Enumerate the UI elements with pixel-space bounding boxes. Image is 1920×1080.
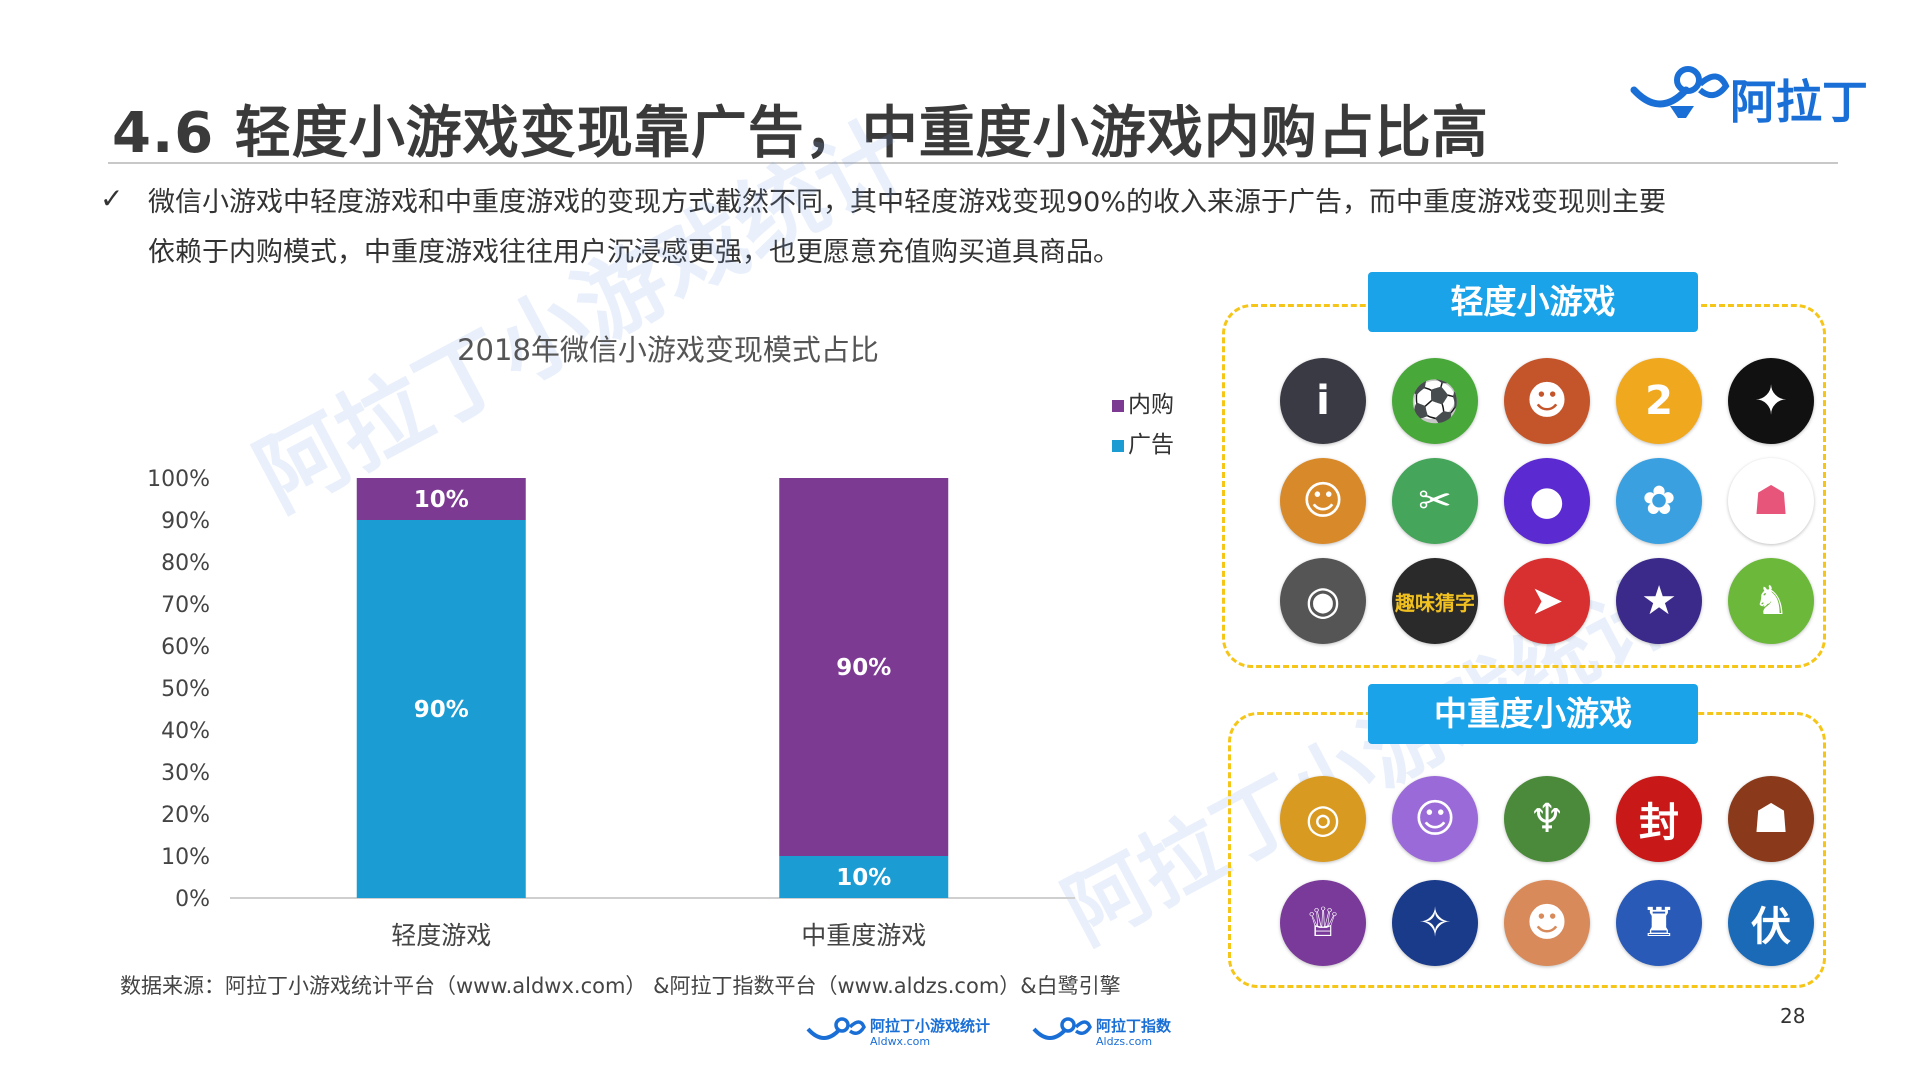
category-label: 中重度游戏 [801,921,926,950]
boy-icon: ☻ [1504,880,1590,966]
y-tick-label: 50% [161,677,210,702]
cat-icon: ☺ [1392,776,1478,862]
footer-logo-aldzs: 阿拉丁指数 Aldzs.com [1032,1015,1202,1055]
footer-logo-aldwx: 阿拉丁小游戏统计 Aldwx.com [806,1015,1006,1055]
fruit-icon: ✂ [1392,458,1478,544]
ball-icon: ● [1504,458,1590,544]
dragon-icon: ♆ [1504,776,1590,862]
title-divider [108,162,1838,164]
ring-icon: ◎ [1280,776,1366,862]
brand-logo: 阿拉丁 [1630,60,1890,132]
y-tick-label: 30% [161,761,210,786]
fengshen-icon: 封 [1616,776,1702,862]
page-number: 28 [1780,1004,1806,1028]
y-tick-label: 90% [161,509,210,534]
y-tick-label: 40% [161,719,210,744]
zombie-icon: ♜ [1616,880,1702,966]
data-label: 10% [414,487,469,513]
y-tick-label: 60% [161,635,210,660]
legend-label: 内购 [1128,392,1174,418]
intro-paragraph: 微信小游戏中轻度游戏和中重度游戏的变现方式截然不同，其中轻度游戏变现90%的收入… [148,178,1768,278]
stacked-bar-chart: 2018年微信小游戏变现模式占比 0% 10% 20% 30% 40% 50% 60% 70%… [147,333,1174,950]
bar-segment [356,478,526,520]
shoot-icon: ★ [1616,558,1702,644]
robot-icon: ◉ [1280,558,1366,644]
heavy-games-heading: 中重度小游戏 [1368,684,1698,744]
footer-logo-url: Aldzs.com [1096,1035,1153,1048]
intro-line-1: 微信小游戏中轻度游戏和中重度游戏的变现方式截然不同，其中轻度游戏变现90%的收入… [148,187,1667,218]
data-label: 90% [414,697,469,723]
intro-line-2: 依赖于内购模式，中重度游戏往往用户沉浸感更强，也更愿意充值购买道具商品。 [148,237,1120,268]
fumo-icon: 伏 [1728,880,1814,966]
runner-icon: ⚽ [1392,358,1478,444]
checkmark-icon: ✓ [100,182,124,215]
brand-name: 阿拉丁 [1730,75,1868,129]
bar-segment [779,478,949,856]
footer-logo-url: Aldwx.com [870,1035,931,1048]
bird-icon: ✿ [1616,458,1702,544]
footer-logo-name: 阿拉丁指数 [1096,1017,1172,1035]
bar-segment [779,856,949,898]
monkey-icon: ☺ [1280,458,1366,544]
lamp-logo-icon [1032,1017,1092,1040]
footer-logo-name: 阿拉丁小游戏统计 [870,1017,991,1035]
y-tick-label: 20% [161,803,210,828]
page-title: 4.6 轻度小游戏变现靠广告，中重度小游戏内购占比高 [112,101,1489,166]
pixel-icon: ☗ [1728,458,1814,544]
y-tick-label: 100% [147,467,210,492]
y-tick-label: 80% [161,551,210,576]
legend-swatch [1112,440,1124,452]
general-icon: ☗ [1728,776,1814,862]
girl-icon: ♕ [1280,880,1366,966]
y-tick-label: 0% [175,887,210,912]
figure-icon: i [1280,358,1366,444]
y-tick-label: 10% [161,845,210,870]
riddle-icon: 趣味猜字 [1392,558,1478,644]
chart-title: 2018年微信小游戏变现模式占比 [457,333,879,367]
light-games-heading: 轻度小游戏 [1368,272,1698,332]
data-label: 10% [836,865,891,891]
category-label: 轻度游戏 [391,921,491,950]
stickman-icon: ✦ [1728,358,1814,444]
data-source: 数据来源：阿拉丁小游戏统计平台（www.aldwx.com） &阿拉丁指数平台（… [120,974,1121,998]
wings-icon: ✧ [1392,880,1478,966]
hero-icon: ☻ [1504,358,1590,444]
y-tick-label: 70% [161,593,210,618]
data-label: 90% [836,655,891,681]
legend-swatch [1112,400,1124,412]
racecar-icon: ➤ [1504,558,1590,644]
legend-label: 广告 [1128,432,1174,458]
lamp-logo-icon [1630,66,1730,118]
chicken-icon: ♞ [1728,558,1814,644]
2048-icon: 2 [1616,358,1702,444]
bar-segment [356,520,526,898]
lamp-logo-icon [806,1017,866,1040]
